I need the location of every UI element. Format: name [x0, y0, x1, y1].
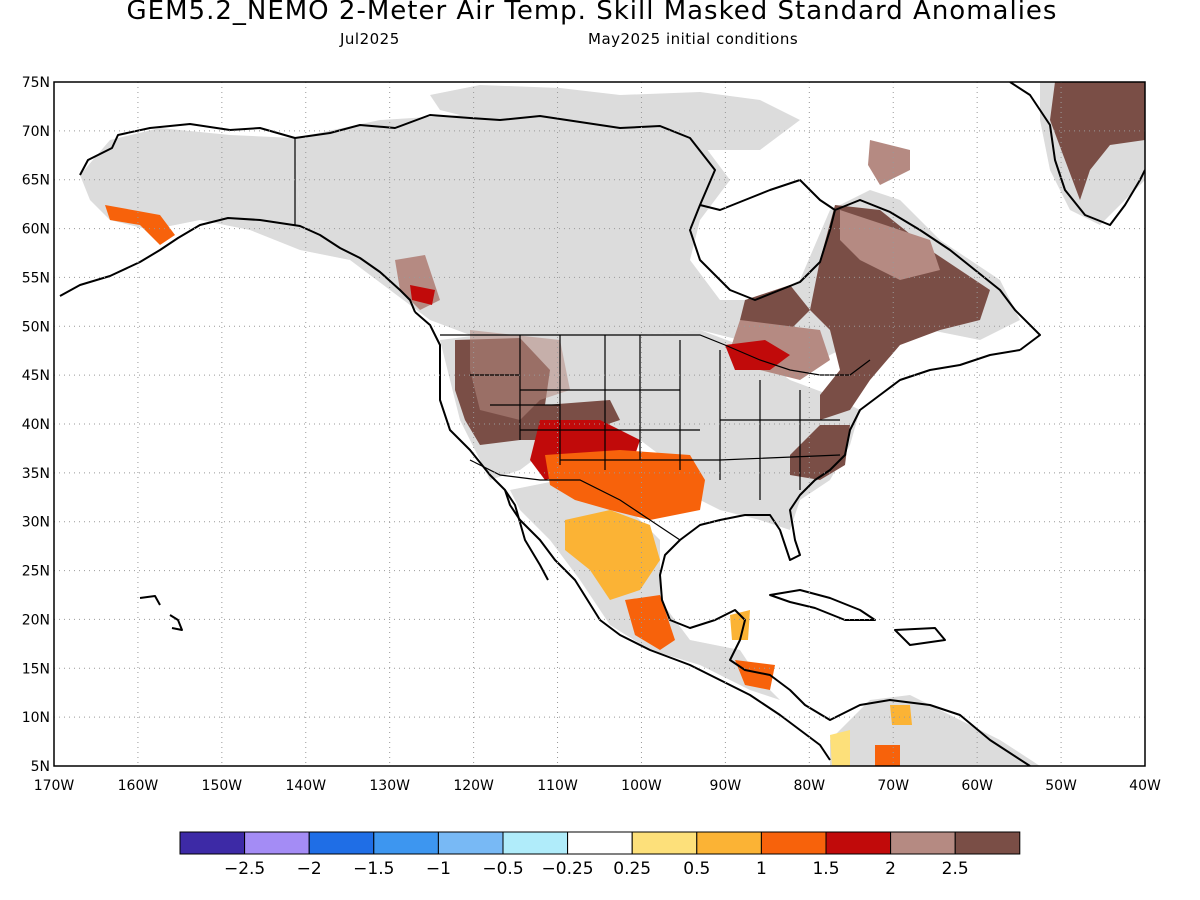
lon-tick-label: 120W	[453, 778, 494, 794]
greenland-coastline	[1009, 82, 1145, 226]
anomaly-quebec-light	[840, 210, 940, 280]
anomaly-east-canada-dark	[810, 205, 990, 420]
colorbar-swatch	[437, 831, 504, 855]
lat-tick-label: 40N	[22, 417, 50, 433]
colorbar-swatch	[308, 831, 375, 855]
lat-tick-label: 25N	[22, 564, 50, 580]
lat-tick-label: 5N	[31, 759, 50, 775]
hawaii	[139, 595, 183, 631]
lon-tick-label: 140W	[285, 778, 326, 794]
lon-tick-label: 100W	[621, 778, 662, 794]
colorbar-tick-label: −1	[426, 859, 451, 879]
colorbar-swatch	[567, 831, 633, 855]
colorbar-tick-label: −2	[297, 859, 322, 879]
us-mexico-border	[469, 459, 681, 541]
cuba	[769, 589, 876, 621]
lat-tick-label: 45N	[22, 368, 50, 384]
colorbar-tick-label: 2.5	[942, 859, 969, 879]
lat-tick-label: 60N	[22, 222, 50, 238]
arctic-islands-masked	[430, 85, 800, 150]
colorbar-swatch	[696, 831, 762, 855]
colorbar-labels: −2.5 −2 −1.5 −1 −0.5 −0.25 0.25 0.5 1 1.5 2 2.5	[224, 859, 969, 879]
anomaly-venezuela-orange	[875, 745, 900, 766]
lat-tick-label: 55N	[22, 270, 50, 286]
anomaly-mexico-north-lightorange	[565, 510, 660, 600]
colorbar-tick-label: 1.5	[812, 859, 839, 879]
lon-tick-label: 90W	[710, 778, 742, 794]
map-title: GEM5.2_NEMO 2-Meter Air Temp. Skill Mask…	[126, 0, 1058, 26]
lon-tick-label: 80W	[793, 778, 825, 794]
anomaly-great-lakes-red	[725, 340, 790, 370]
colorbar-tick-label: −0.25	[542, 859, 594, 879]
anomaly-bc-red	[410, 285, 435, 305]
colorbar-swatch	[244, 831, 310, 855]
hispaniola	[894, 627, 946, 646]
lat-tick-label: 50N	[22, 319, 50, 335]
lat-tick-label: 35N	[22, 466, 50, 482]
colorbar-swatch	[502, 831, 569, 855]
anomaly-colombia-lightorange	[890, 705, 912, 725]
lon-tick-label: 40W	[1129, 778, 1161, 794]
lon-tick-label: 150W	[202, 778, 243, 794]
anomaly-alaska-south-orange	[105, 205, 175, 245]
anomaly-greenland-dark	[1050, 82, 1145, 200]
initial-conditions: May2025 initial conditions	[588, 30, 799, 48]
colorbar-tick-label: −0.5	[482, 859, 523, 879]
lat-tick-label: 75N	[22, 75, 50, 91]
colorbar-swatch	[825, 831, 892, 855]
hudson-bay	[699, 179, 836, 211]
colorbar-tick-label: −1.5	[353, 859, 394, 879]
lat-tick-label: 30N	[22, 515, 50, 531]
north-coast	[294, 114, 1041, 351]
latitude-labels: 75N 70N 65N 60N 55N 50N 45N 40N 35N 30N 25N 20N 15N 1…	[22, 75, 50, 775]
anomaly-yucatan-lightorange	[730, 610, 750, 640]
anomaly-texas-orange	[545, 450, 705, 520]
colorbar-swatch	[631, 831, 698, 855]
anomaly-baffin-dark	[868, 140, 910, 185]
colorbar-swatch	[954, 831, 1021, 855]
lon-tick-label: 110W	[537, 778, 578, 794]
colorbar-tick-label: −2.5	[224, 859, 265, 879]
lat-tick-label: 65N	[22, 173, 50, 189]
anomaly-central-america-orange	[735, 660, 775, 690]
lon-tick-label: 60W	[961, 778, 993, 794]
colorbar-tick-label: 0.25	[613, 859, 651, 879]
longitude-labels: 170W 160W 150W 140W 130W 120W 110W 100W 90W 80W 70…	[34, 778, 1161, 794]
lon-tick-label: 50W	[1045, 778, 1077, 794]
colorbar-swatch	[760, 831, 827, 855]
lon-tick-label: 70W	[877, 778, 909, 794]
lat-tick-label: 20N	[22, 612, 50, 628]
colorbar-tick-label: 0.5	[683, 859, 710, 879]
map-frame	[53, 81, 1146, 767]
baja-california	[504, 489, 549, 581]
lon-tick-label: 160W	[118, 778, 159, 794]
us-state-lines	[470, 335, 841, 500]
lon-tick-label: 170W	[34, 778, 75, 794]
anomaly-mexico-south-orange	[625, 595, 675, 650]
colorbar-tick-label: 2	[885, 859, 896, 879]
pacific-coast	[414, 311, 831, 761]
colorbar-swatch	[179, 831, 246, 855]
lon-tick-label: 130W	[369, 778, 410, 794]
anomaly-panama-yellow	[830, 730, 850, 766]
colorbar	[179, 831, 1021, 855]
alaska-coastline	[59, 123, 416, 313]
colorbar-swatch	[890, 831, 956, 855]
colorbar-swatch	[373, 831, 439, 855]
gridlines	[54, 82, 1145, 766]
target-month: Jul2025	[340, 30, 400, 48]
lat-tick-label: 15N	[22, 661, 50, 677]
colorbar-tick-label: 1	[756, 859, 767, 879]
lat-tick-label: 70N	[22, 124, 50, 140]
lat-tick-label: 10N	[22, 710, 50, 726]
